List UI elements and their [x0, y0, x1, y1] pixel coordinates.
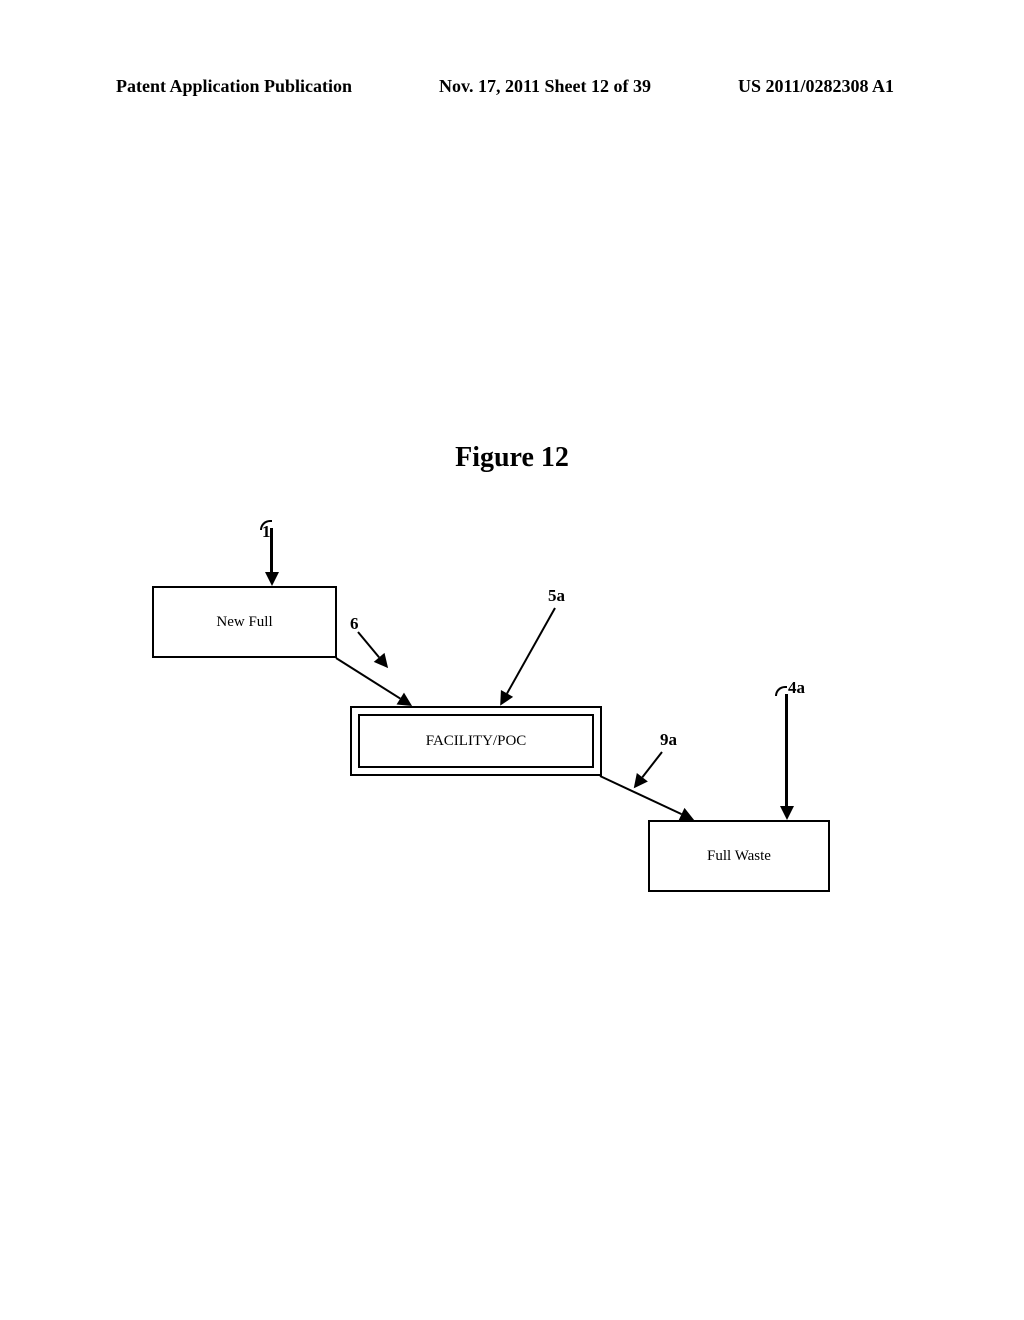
box-facility-label: FACILITY/POC [426, 733, 527, 750]
label-9a: 9a [660, 730, 677, 750]
box-full-waste: Full Waste [648, 820, 830, 892]
page-root: Patent Application Publication Nov. 17, … [0, 0, 1024, 1320]
arrow [634, 752, 662, 788]
header-right: US 2011/0282308 A1 [738, 76, 894, 97]
label-5a: 5a [548, 586, 565, 606]
arrow [358, 632, 388, 668]
box-new-full-label: New Full [216, 614, 272, 631]
arrow [500, 608, 555, 706]
arrow [336, 658, 412, 706]
figure-title: Figure 12 [0, 442, 1024, 474]
label-4a: 4a [788, 678, 805, 698]
box-facility-inner: FACILITY/POC [358, 714, 594, 768]
page-header: Patent Application Publication Nov. 17, … [0, 76, 1024, 97]
header-left: Patent Application Publication [116, 76, 352, 97]
box-full-waste-label: Full Waste [707, 848, 771, 865]
header-center: Nov. 17, 2011 Sheet 12 of 39 [439, 76, 651, 97]
box-new-full: New Full [152, 586, 337, 658]
box-facility: FACILITY/POC [350, 706, 602, 776]
